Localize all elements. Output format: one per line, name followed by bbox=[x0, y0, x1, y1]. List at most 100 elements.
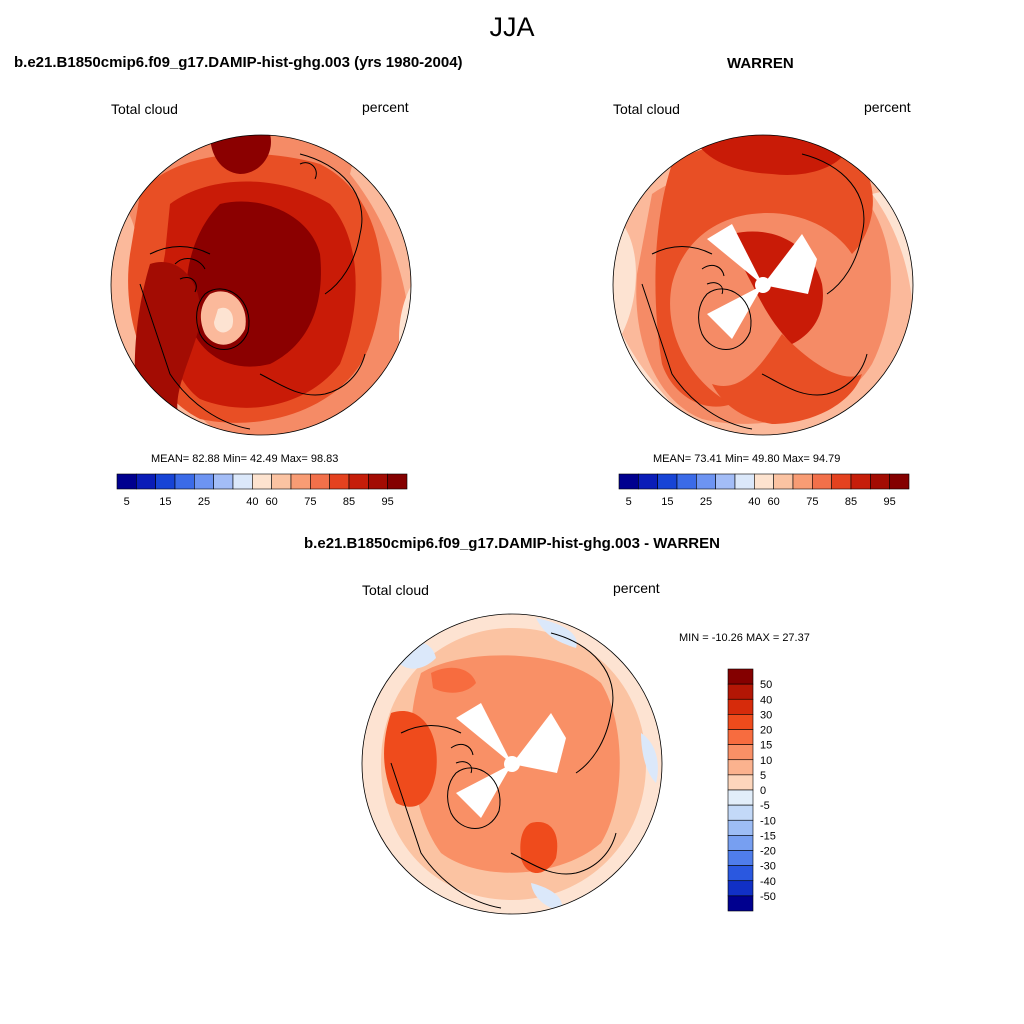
missing-data-sector-lower bbox=[456, 764, 512, 818]
panel-2-colorbar-swatch bbox=[676, 473, 697, 490]
panel-2-colorbar: 5 15 25 40 60 75 85 95 bbox=[618, 473, 910, 508]
cloud-band-red-north bbox=[692, 135, 852, 175]
panel-3-colorbar-swatch bbox=[727, 895, 754, 912]
cloud-band-west-dark bbox=[134, 262, 201, 424]
panel-2-colorbar-swatch bbox=[870, 473, 890, 490]
missing-data-sector-upper bbox=[456, 703, 512, 764]
panel-2-colorbar-swatch bbox=[696, 473, 716, 490]
panel-2-colorbar-swatch bbox=[734, 473, 755, 490]
land-greenland-outline bbox=[196, 288, 250, 350]
panel-2-colorbar-swatch bbox=[657, 473, 678, 490]
panel-1-colorbar-swatch bbox=[136, 473, 156, 490]
panel-2-colorbar-swatch bbox=[792, 473, 813, 490]
land-eurasia-outline bbox=[259, 153, 366, 396]
panel-2-colorbar-swatch bbox=[754, 473, 774, 490]
panel-1-colorbar-tick-label: 75 bbox=[304, 496, 316, 508]
panel-1-colorbar-tick-label: 25 bbox=[198, 496, 210, 508]
diff-band-light-blue-northeast bbox=[536, 618, 577, 648]
panel-2-colorbar-swatch bbox=[638, 473, 658, 490]
panel-2-colorbar-swatch bbox=[812, 473, 832, 490]
land-arctic-islands-outline bbox=[701, 265, 725, 295]
panel-2-colorbar-tick-label: 40 bbox=[748, 496, 760, 508]
panel-3-colorbar-swatch bbox=[727, 698, 754, 715]
panel-1-colorbar-swatch bbox=[387, 473, 408, 490]
panel-3-colorbar-tick-label: 15 bbox=[760, 740, 772, 752]
map-boundary-circle bbox=[110, 134, 412, 436]
land-eurasia-outline bbox=[510, 632, 617, 875]
panel-1-colorbar-swatch bbox=[194, 473, 214, 490]
panel-3-units-label: percent bbox=[613, 580, 660, 596]
panel-3-colorbar-swatch bbox=[727, 819, 754, 836]
figure-title: JJA bbox=[489, 12, 535, 42]
panel-3-colorbar-swatch bbox=[727, 835, 754, 851]
panel-1-colorbar-swatch bbox=[174, 473, 195, 490]
panel-3-colorbar-swatch bbox=[727, 759, 754, 776]
panel-2-colorbar-swatch bbox=[850, 473, 871, 490]
cloud-band-north-dark bbox=[210, 135, 271, 174]
panel-2-colorbar-tick-label: 85 bbox=[845, 496, 857, 508]
panel-3-colorbar-swatch bbox=[727, 744, 754, 761]
panel-2-colorbar-swatch bbox=[715, 473, 736, 490]
panel-1-units-label: percent bbox=[362, 99, 409, 115]
panel-1-colorbar-tick-label: 15 bbox=[159, 496, 171, 508]
panel-3-colorbar-tick-label: 40 bbox=[760, 694, 772, 706]
panel-1-polar-map bbox=[110, 134, 412, 436]
land-greenland-outline bbox=[698, 288, 752, 350]
land-north-america-outline bbox=[390, 725, 502, 909]
panel-3-colorbar-tick-label: 50 bbox=[760, 679, 772, 691]
panel-1-colorbar-tick-label: 85 bbox=[343, 496, 355, 508]
panel-3-polar-map bbox=[361, 613, 663, 915]
panel-1-colorbar-swatch bbox=[348, 473, 369, 490]
panel-2-colorbar-swatch bbox=[773, 473, 794, 490]
panel-2-colorbar-swatch bbox=[618, 473, 639, 490]
panel-2-colorbar-tick-label: 60 bbox=[768, 496, 780, 508]
land-arctic-islands-outline bbox=[174, 162, 317, 293]
panel-1-colorbar-swatch bbox=[368, 473, 388, 490]
panel-3-colorbar-tick-label: 10 bbox=[760, 755, 772, 767]
land-arctic-islands-outline bbox=[450, 744, 474, 774]
land-eurasia-outline bbox=[761, 153, 868, 396]
panel-2-colorbar-tick-label: 5 bbox=[626, 496, 632, 508]
panel-3-colorbar-tick-label: -40 bbox=[760, 876, 776, 888]
missing-data-pole bbox=[755, 277, 771, 293]
panel-1-colorbar-swatch bbox=[116, 473, 137, 490]
panel-2-variable-label: Total cloud bbox=[613, 101, 680, 117]
land-greenland-outline bbox=[447, 767, 501, 829]
panel-2-title: WARREN bbox=[727, 55, 794, 72]
diff-band-orange-north bbox=[431, 667, 476, 693]
map-boundary-circle bbox=[612, 134, 914, 436]
panel-2-colorbar-swatch bbox=[831, 473, 852, 490]
panel-3-colorbar-tick-label: 5 bbox=[760, 770, 766, 782]
missing-data-sector-upper bbox=[707, 224, 763, 285]
panel-1-colorbar-tick-label: 5 bbox=[124, 496, 130, 508]
cloud-band-red-ring-inner bbox=[712, 334, 862, 424]
missing-data-pole bbox=[504, 756, 520, 772]
panel-3-colorbar-swatch bbox=[727, 714, 754, 730]
panel-1-colorbar-swatch bbox=[271, 473, 292, 490]
missing-data-sector-right bbox=[763, 234, 817, 294]
panel-3-colorbar-tick-label: 30 bbox=[760, 709, 772, 721]
diff-band-light-blue-east bbox=[641, 733, 658, 783]
panel-1-colorbar-swatch bbox=[329, 473, 350, 490]
panel-3-colorbar-tick-label: -30 bbox=[760, 861, 776, 873]
panel-3-colorbar-tick-label: 20 bbox=[760, 725, 772, 737]
panel-3-colorbar-swatch bbox=[727, 683, 754, 700]
diff-band-orange-south bbox=[520, 822, 558, 873]
panel-3-colorbar-tick-label: 0 bbox=[760, 785, 766, 797]
panel-3-colorbar-swatch bbox=[727, 789, 754, 806]
panel-1-stats: MEAN= 82.88 Min= 42.49 Max= 98.83 bbox=[151, 453, 339, 465]
panel-3-colorbar-swatch bbox=[727, 850, 754, 866]
panel-1-colorbar-swatch bbox=[252, 473, 272, 490]
panel-2-colorbar-tick-label: 75 bbox=[806, 496, 818, 508]
panel-3-title: b.e21.B1850cmip6.f09_g17.DAMIP-hist-ghg.… bbox=[304, 535, 720, 552]
land-north-america-outline bbox=[139, 246, 251, 430]
panel-3-colorbar-tick-label: -20 bbox=[760, 846, 776, 858]
panel-1-colorbar-swatch bbox=[310, 473, 330, 490]
panel-3-colorbar-swatch bbox=[727, 865, 754, 882]
map-boundary-circle bbox=[361, 613, 663, 915]
panel-2-colorbar-swatch bbox=[889, 473, 910, 490]
panel-3-colorbar-swatch bbox=[727, 668, 754, 685]
panel-3-colorbar-swatch bbox=[727, 729, 754, 745]
panel-3-variable-label: Total cloud bbox=[362, 582, 429, 598]
